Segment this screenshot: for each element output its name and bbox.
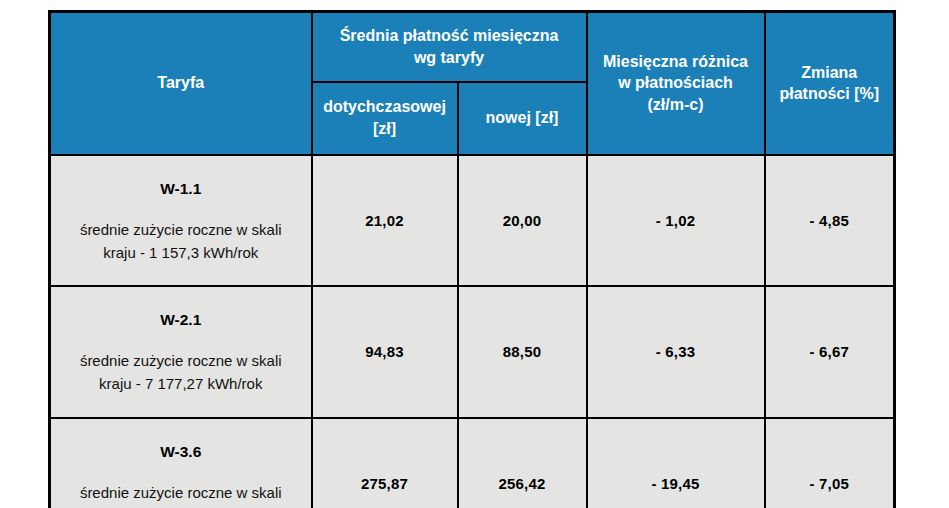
tariff-name: W-1.1: [56, 177, 306, 201]
old-payment-value: 94,83: [312, 286, 458, 418]
old-payment-value: 275,87: [312, 418, 458, 508]
monthly-diff-value: - 6,33: [587, 286, 765, 418]
change-percent-value: - 7,05: [765, 418, 895, 508]
monthly-diff-value: - 1,02: [587, 155, 765, 287]
header-monthly-difference: Miesięczna różnica w płatnościach (zł/m-…: [587, 12, 765, 155]
change-percent-value: - 6,67: [765, 286, 895, 418]
tariff-description: średnie zużycie roczne w skali kraju - 7…: [56, 349, 306, 396]
tariff-cell: W-3.6 średnie zużycie roczne w skali kra…: [50, 418, 312, 508]
header-payment-change-percent: Zmiana płatności [%]: [765, 12, 895, 155]
header-sub-old-payment: dotychczasowej [zł]: [312, 82, 458, 155]
old-payment-value: 21,02: [312, 155, 458, 287]
page: Taryfa Średnia płatność miesięczna wg ta…: [0, 0, 949, 508]
change-percent-value: - 4,85: [765, 155, 895, 287]
table-header: Taryfa Średnia płatność miesięczna wg ta…: [50, 12, 895, 155]
header-group-avg-monthly-payment: Średnia płatność miesięczna wg taryfy: [312, 12, 587, 82]
tariff-description: średnie zużycie roczne w skali kraju – 2…: [56, 481, 306, 508]
new-payment-value: 256,42: [458, 418, 587, 508]
header-sub-new-payment: nowej [zł]: [458, 82, 587, 155]
new-payment-value: 88,50: [458, 286, 587, 418]
table-row-w36: W-3.6 średnie zużycie roczne w skali kra…: [50, 418, 895, 508]
header-taryfa: Taryfa: [50, 12, 312, 155]
table-row-w11: W-1.1 średnie zużycie roczne w skali kra…: [50, 155, 895, 287]
table-body: W-1.1 średnie zużycie roczne w skali kra…: [50, 155, 895, 508]
tariff-description: średnie zużycie roczne w skali kraju - 1…: [56, 218, 306, 265]
tariff-name: W-2.1: [56, 308, 306, 332]
new-payment-value: 20,00: [458, 155, 587, 287]
header-row-top: Taryfa Średnia płatność miesięczna wg ta…: [50, 12, 895, 82]
tariff-name: W-3.6: [56, 440, 306, 464]
tariff-comparison-table: Taryfa Średnia płatność miesięczna wg ta…: [48, 10, 896, 508]
tariff-cell: W-1.1 średnie zużycie roczne w skali kra…: [50, 155, 312, 287]
tariff-cell: W-2.1 średnie zużycie roczne w skali kra…: [50, 286, 312, 418]
table-row-w21: W-2.1 średnie zużycie roczne w skali kra…: [50, 286, 895, 418]
monthly-diff-value: - 19,45: [587, 418, 765, 508]
